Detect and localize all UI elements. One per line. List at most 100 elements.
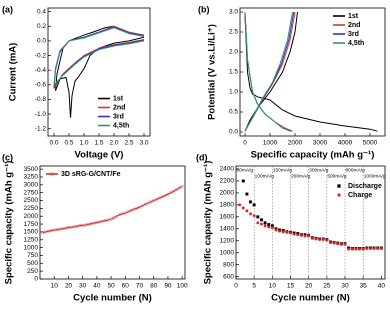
point bbox=[354, 247, 358, 251]
y-tick-label: 0.0 bbox=[37, 38, 46, 45]
point bbox=[263, 221, 267, 225]
legend-label: Charge bbox=[348, 192, 372, 199]
x-tick-label: 0.0 bbox=[49, 140, 58, 147]
legend-label: 3rd bbox=[348, 31, 359, 38]
point bbox=[369, 247, 372, 250]
point bbox=[87, 223, 90, 226]
point bbox=[299, 233, 303, 237]
y-tick-label: 2200 bbox=[220, 178, 235, 185]
legend-label: 2nd bbox=[348, 22, 360, 29]
y-tick-label: 2000 bbox=[220, 190, 235, 197]
point bbox=[337, 193, 341, 197]
point bbox=[104, 219, 107, 222]
point bbox=[376, 247, 380, 250]
y-tick-label: 500 bbox=[27, 260, 38, 267]
x-tick-label: 25 bbox=[323, 283, 331, 290]
x-tick-label: 2.5 bbox=[124, 140, 133, 147]
point bbox=[78, 224, 82, 227]
point bbox=[58, 227, 62, 231]
point bbox=[278, 229, 282, 233]
series-line bbox=[55, 25, 145, 118]
point bbox=[259, 222, 263, 226]
x-axis-label: Cycle number (N) bbox=[271, 293, 350, 304]
x-tick-label: 100 bbox=[177, 283, 188, 290]
y-tick-label: 0.0 bbox=[229, 129, 238, 136]
point bbox=[70, 225, 73, 229]
x-tick-label: 60 bbox=[122, 283, 130, 290]
y-axis-label: Potential (V vs.Li/Li⁺) bbox=[207, 24, 218, 120]
point bbox=[155, 198, 158, 201]
series-line bbox=[42, 185, 183, 234]
point bbox=[267, 223, 271, 227]
y-axis-label: Current (mA) bbox=[8, 43, 19, 102]
y-tick-label: 3500 bbox=[24, 166, 39, 173]
point bbox=[166, 192, 170, 196]
point bbox=[325, 238, 329, 242]
y-tick-label: 2000 bbox=[24, 213, 39, 220]
point bbox=[372, 247, 376, 250]
series-line bbox=[53, 25, 145, 89]
y-tick-label: -1.0 bbox=[35, 111, 47, 118]
point bbox=[249, 212, 252, 216]
point bbox=[98, 220, 101, 224]
x-tick-label: 30 bbox=[341, 283, 349, 290]
point bbox=[47, 230, 50, 233]
y-tick-label: 1200 bbox=[220, 237, 235, 244]
point bbox=[55, 228, 59, 231]
x-tick-label: 20 bbox=[65, 283, 73, 290]
point bbox=[314, 237, 318, 241]
y-tick-label: 0 bbox=[34, 276, 38, 283]
x-tick-label: 10 bbox=[269, 283, 277, 290]
point bbox=[81, 224, 84, 227]
y-tick-label: 0.4 bbox=[37, 8, 46, 15]
legend-label: 4,5th bbox=[348, 40, 364, 47]
x-tick-label: 1.0 bbox=[79, 140, 88, 147]
point bbox=[289, 231, 292, 235]
rate-annotation: 1000mA/g bbox=[364, 173, 386, 179]
point bbox=[44, 230, 47, 234]
point bbox=[379, 247, 383, 250]
y-tick-label: 3.0 bbox=[229, 9, 238, 16]
point bbox=[336, 242, 340, 246]
point bbox=[303, 234, 307, 238]
point bbox=[365, 247, 369, 250]
legend-label: 4,5th bbox=[113, 122, 129, 129]
point bbox=[358, 247, 362, 251]
point bbox=[135, 207, 138, 210]
point bbox=[252, 203, 256, 207]
point bbox=[115, 214, 119, 218]
x-tick-label: 3.0 bbox=[139, 140, 148, 147]
y-tick-label: -0.4 bbox=[35, 67, 47, 74]
point bbox=[161, 195, 164, 199]
point bbox=[89, 222, 93, 226]
y-tick-label: 1250 bbox=[24, 236, 39, 243]
y-tick-label: 2750 bbox=[24, 189, 39, 196]
series-line bbox=[53, 27, 145, 87]
x-tick-label: 40 bbox=[378, 283, 386, 290]
series-line bbox=[244, 11, 296, 132]
point bbox=[245, 192, 249, 196]
x-axis-label: Cycle number (N) bbox=[73, 293, 152, 304]
plot-frame bbox=[235, 165, 386, 280]
y-tick-label: 0.2 bbox=[37, 23, 46, 30]
point bbox=[50, 172, 54, 176]
series-line bbox=[53, 26, 145, 88]
point bbox=[249, 200, 252, 204]
y-tick-label: 1000 bbox=[220, 249, 235, 256]
y-tick-label: 1.5 bbox=[229, 69, 238, 76]
x-tick-label: 80 bbox=[150, 283, 158, 290]
panel-label: (c) bbox=[2, 152, 13, 162]
point bbox=[126, 210, 130, 214]
point bbox=[343, 242, 347, 246]
point bbox=[158, 196, 161, 200]
point bbox=[152, 199, 155, 202]
x-tick-label: 2000 bbox=[288, 140, 303, 147]
point bbox=[281, 230, 285, 234]
point bbox=[285, 230, 289, 234]
point bbox=[339, 242, 343, 246]
plot-frame bbox=[39, 165, 186, 280]
y-tick-label: -0.2 bbox=[35, 52, 47, 59]
point bbox=[172, 190, 175, 193]
point bbox=[118, 213, 121, 216]
y-tick-label: 250 bbox=[27, 268, 38, 275]
